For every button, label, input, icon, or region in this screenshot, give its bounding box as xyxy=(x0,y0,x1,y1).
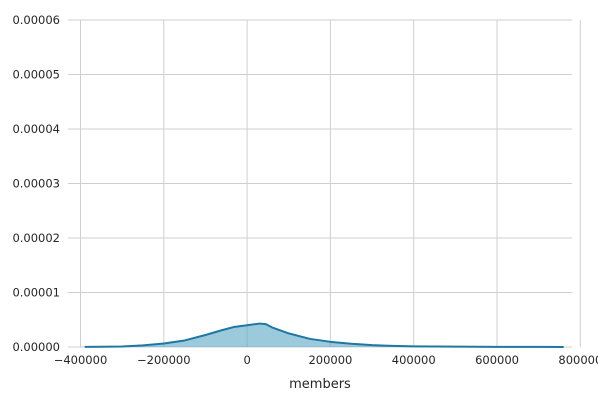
y-tick-label-2: 0.00002 xyxy=(12,231,60,245)
density-area-0 xyxy=(84,323,564,347)
x-axis-label: members xyxy=(289,377,351,392)
x-tick-label-1: −200000 xyxy=(137,353,191,367)
x-tick-label-2: 0 xyxy=(243,353,250,367)
density-area-layer xyxy=(84,322,564,348)
y-tick-label-6: 0.00006 xyxy=(12,13,60,27)
x-tick-labels: −400000 −200000 0 200000 400000 600000 800000 xyxy=(54,353,598,367)
x-tick-label-6: 800000 xyxy=(558,353,598,367)
y-tick-labels: 0.00000 0.00001 0.00002 0.00003 0.00004 0.000… xyxy=(12,13,60,354)
density-line-0 xyxy=(84,322,564,348)
x-tick-label-4: 400000 xyxy=(392,353,436,367)
y-tick-label-5: 0.00005 xyxy=(12,68,60,82)
x-tick-label-5: 600000 xyxy=(475,353,519,367)
y-tick-label-3: 0.00003 xyxy=(12,177,60,191)
y-tick-label-0: 0.00000 xyxy=(12,340,60,354)
y-tick-label-4: 0.00004 xyxy=(12,122,60,136)
x-tick-label-0: −400000 xyxy=(54,353,108,367)
y-tick-label-1: 0.00001 xyxy=(12,286,60,300)
x-tick-label-3: 200000 xyxy=(308,353,352,367)
